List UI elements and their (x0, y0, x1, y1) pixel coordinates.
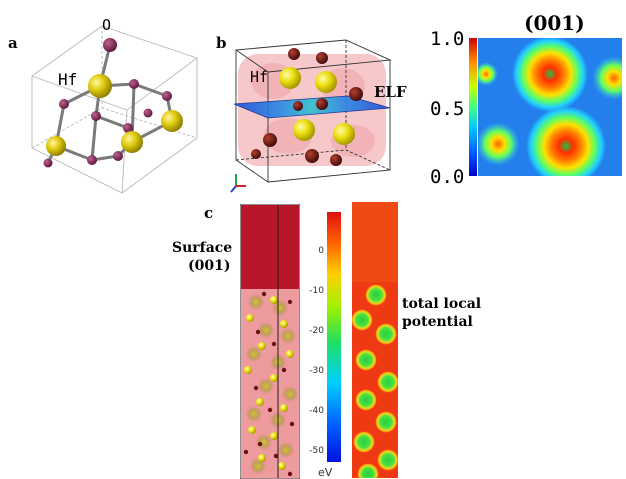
atom-label-o: O (102, 16, 112, 34)
panel-a-structure (22, 18, 212, 198)
panel-a-label: a (8, 34, 18, 52)
elf-contour-map (478, 38, 622, 176)
elf-colorbar (469, 38, 477, 176)
elf-tick-mid: 0.5 (430, 98, 465, 120)
colorbar-tick-1: -10 (309, 286, 324, 296)
potential-label-line2: potential (402, 314, 473, 330)
colorbar-tick-0: 0 (318, 246, 324, 256)
potential-label-line1: total local (402, 296, 482, 312)
surface-label-line1: Surface (172, 240, 233, 256)
colorbar-tick-3: -30 (309, 366, 324, 376)
atom-label-hf-b: Hf (250, 68, 269, 86)
panel-b-label: b (216, 34, 227, 52)
elf-plane-label: ELF (374, 83, 407, 101)
panel-b-structure (228, 36, 398, 196)
atom-label-hf: Hf (58, 70, 78, 89)
axes-triad-icon (228, 170, 248, 194)
surface-slab (240, 204, 300, 479)
colorbar-tick-4: -40 (309, 406, 324, 416)
elf-tick-top: 1.0 (430, 28, 465, 50)
elf-map-title: (001) (524, 11, 585, 35)
colorbar-unit: eV (318, 466, 333, 479)
potential-slab (352, 202, 398, 478)
panel-c-label: c (204, 204, 214, 222)
potential-colorbar (327, 212, 341, 462)
colorbar-tick-5: -50 (309, 446, 324, 456)
elf-tick-bot: 0.0 (430, 166, 465, 188)
colorbar-tick-2: -20 (309, 326, 324, 336)
surface-label-line2: (001) (188, 258, 231, 274)
